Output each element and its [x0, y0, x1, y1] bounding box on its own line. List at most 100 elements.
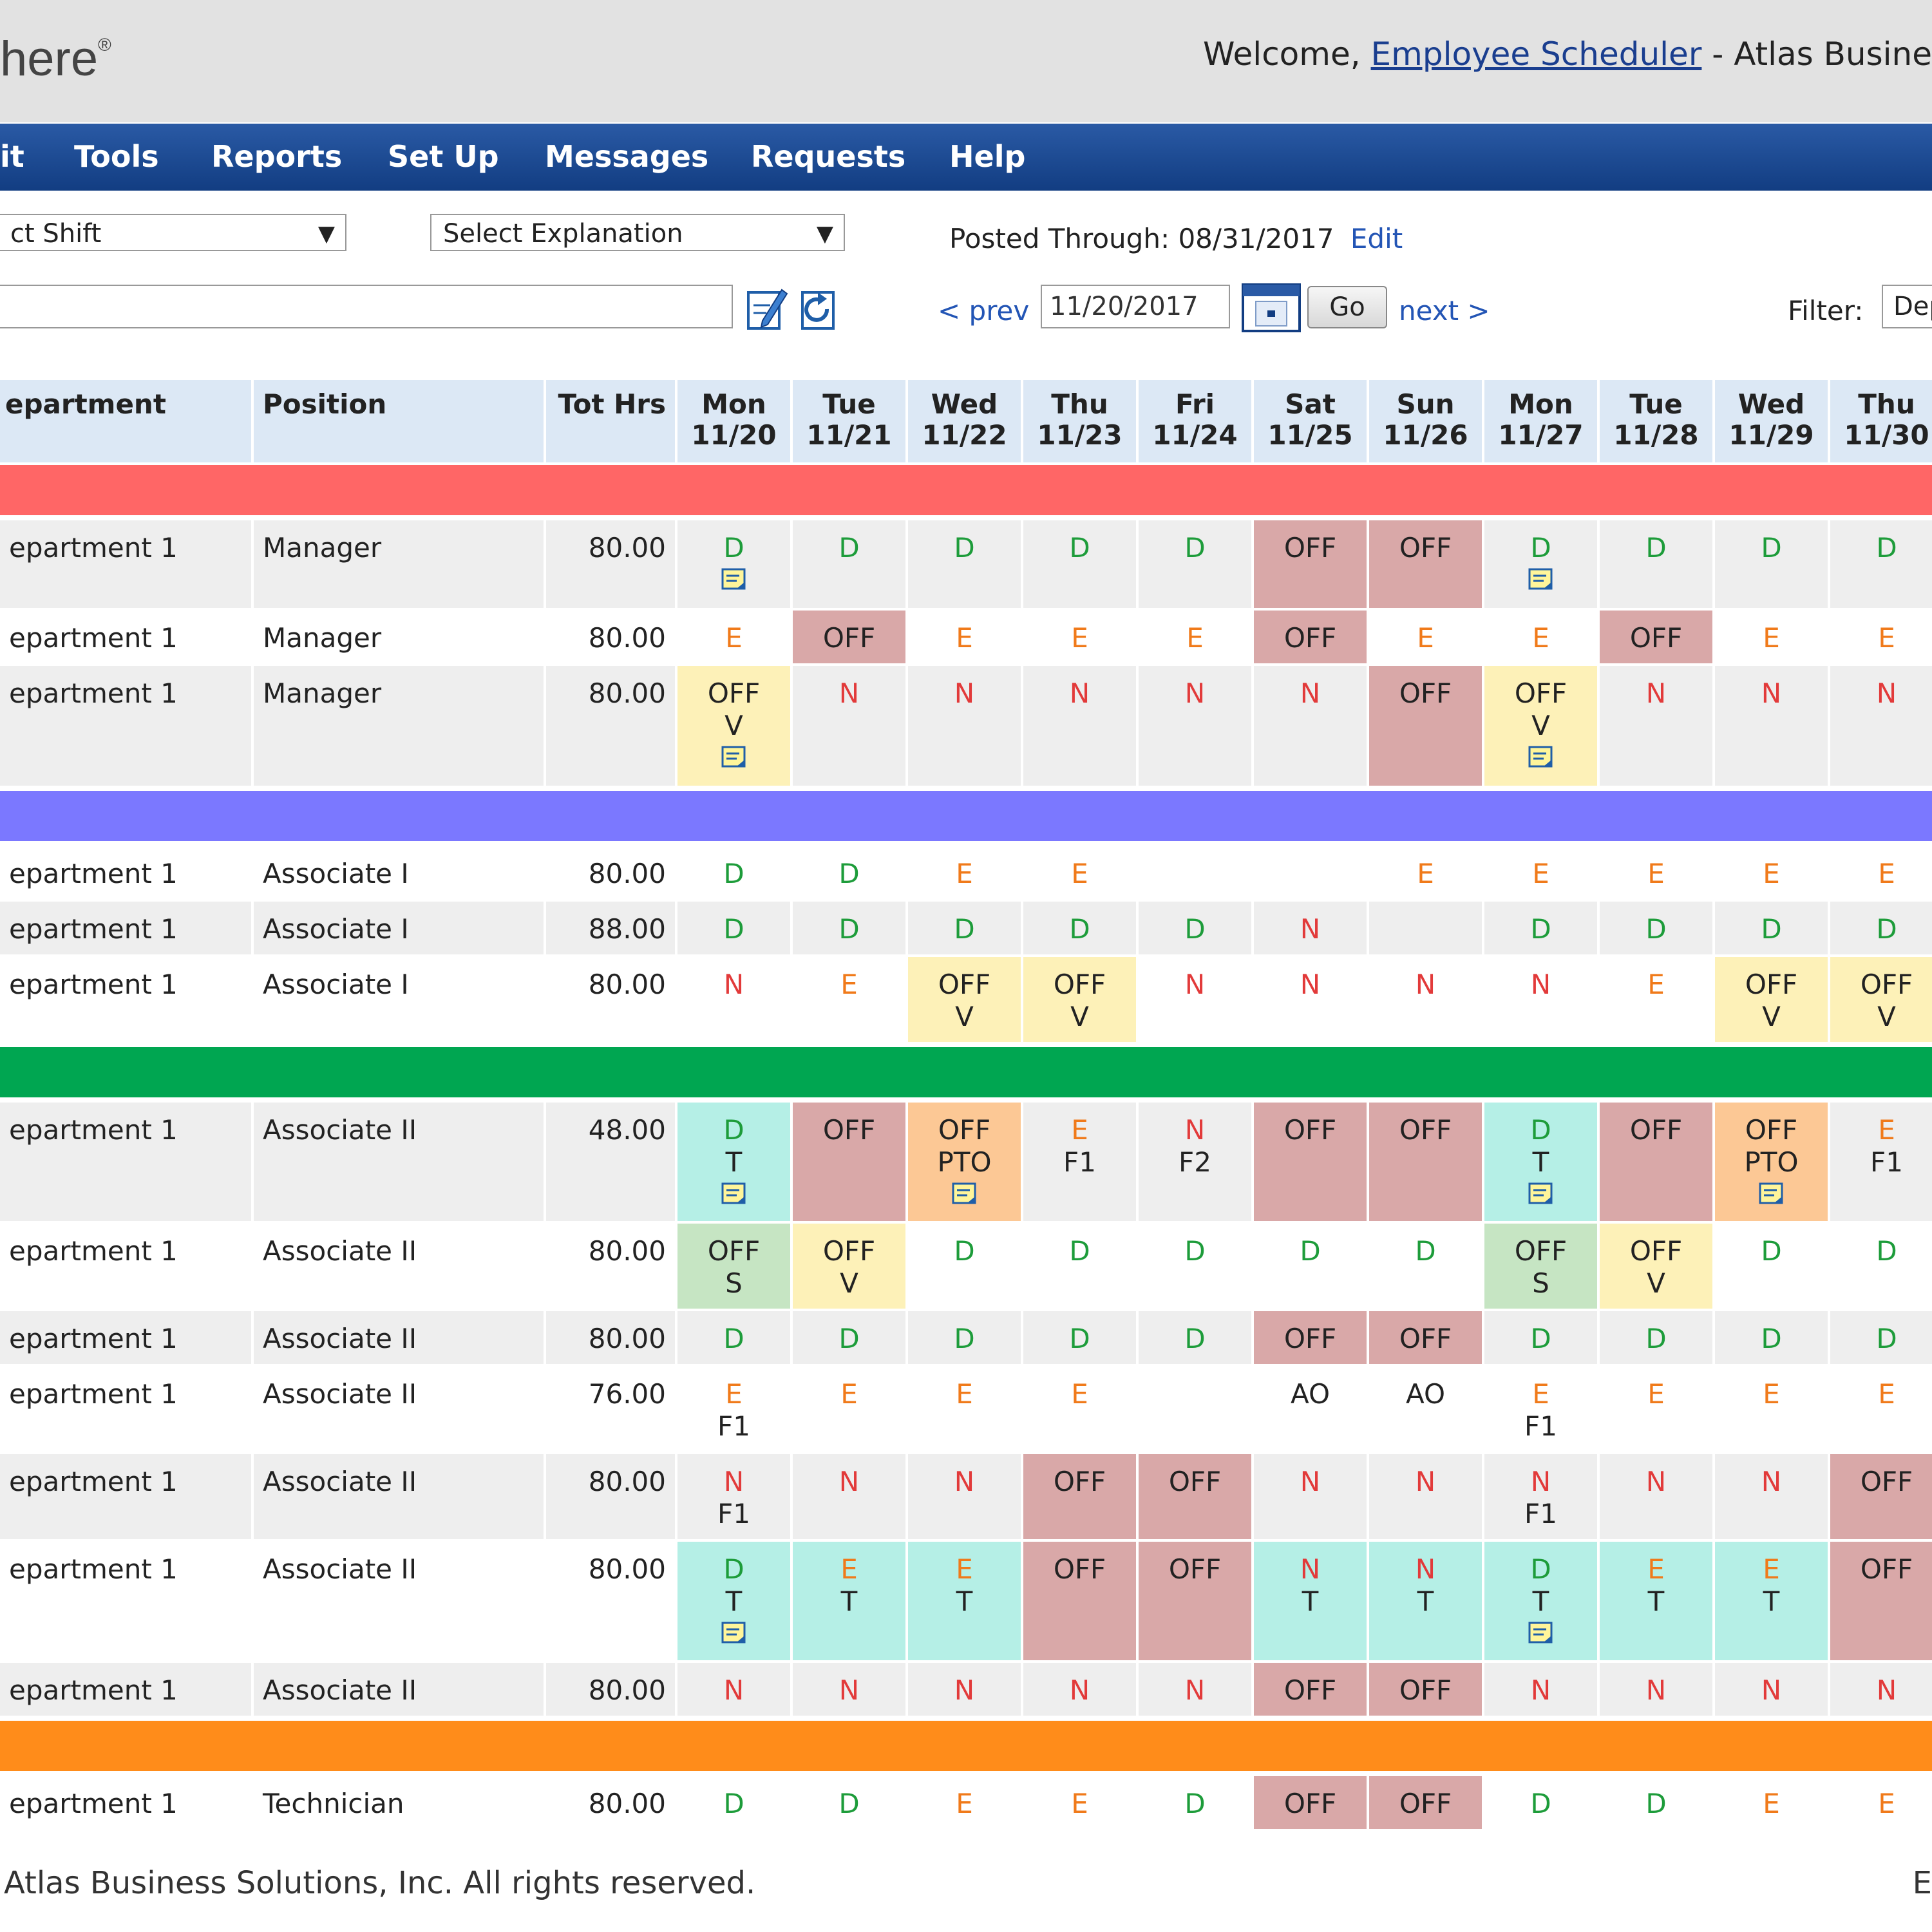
shift-cell[interactable]: D: [1139, 902, 1254, 957]
shift-cell[interactable]: N F2: [1139, 1103, 1254, 1224]
shift-select[interactable]: ct Shift ▼: [0, 214, 346, 251]
shift-cell[interactable]: D: [908, 1311, 1023, 1367]
shift-cell[interactable]: N: [1139, 957, 1254, 1045]
refresh-icon[interactable]: [799, 283, 844, 332]
shift-cell[interactable]: OFF: [1139, 1454, 1254, 1542]
department-cell[interactable]: epartment 1: [0, 1103, 254, 1224]
shift-cell[interactable]: N: [1600, 1454, 1715, 1542]
shift-cell[interactable]: E: [1484, 846, 1600, 902]
col-header-day[interactable]: Fri 11/24: [1139, 380, 1254, 462]
shift-cell[interactable]: D: [1484, 520, 1600, 611]
shift-cell[interactable]: E: [1023, 1367, 1139, 1454]
shift-cell[interactable]: OFF S: [677, 1224, 793, 1311]
shift-cell[interactable]: D: [1139, 1776, 1254, 1832]
total-hours-cell[interactable]: 76.00: [546, 1367, 677, 1454]
department-cell[interactable]: epartment 1: [0, 611, 254, 666]
shift-cell[interactable]: N: [1484, 1663, 1600, 1718]
shift-cell[interactable]: D: [1600, 902, 1715, 957]
position-cell[interactable]: Manager: [254, 520, 546, 611]
shift-cell[interactable]: OFF: [1369, 666, 1484, 788]
shift-cell[interactable]: N: [1715, 1663, 1830, 1718]
shift-cell[interactable]: N: [1369, 1454, 1484, 1542]
shift-cell[interactable]: D: [1023, 1224, 1139, 1311]
shift-cell[interactable]: OFF: [1254, 1663, 1369, 1718]
shift-cell[interactable]: E: [1715, 846, 1830, 902]
shift-cell[interactable]: D: [1830, 902, 1932, 957]
shift-cell[interactable]: E: [1830, 1776, 1932, 1832]
shift-cell[interactable]: D: [793, 902, 908, 957]
col-header-day[interactable]: Mon 11/27: [1484, 380, 1600, 462]
shift-cell[interactable]: [1139, 1367, 1254, 1454]
position-cell[interactable]: Associate II: [254, 1103, 546, 1224]
shift-cell[interactable]: D: [1369, 1224, 1484, 1311]
prev-link[interactable]: < prev: [938, 295, 1030, 327]
shift-cell[interactable]: N: [1484, 957, 1600, 1045]
department-cell[interactable]: epartment 1: [0, 1224, 254, 1311]
shift-cell[interactable]: D: [793, 846, 908, 902]
shift-cell[interactable]: OFF: [793, 1103, 908, 1224]
shift-cell[interactable]: D: [1484, 1311, 1600, 1367]
col-header-department[interactable]: epartment: [0, 380, 254, 462]
shift-cell[interactable]: E: [908, 611, 1023, 666]
shift-cell[interactable]: D: [793, 1311, 908, 1367]
shift-cell[interactable]: D: [1023, 1311, 1139, 1367]
shift-cell[interactable]: OFF V: [1830, 957, 1932, 1045]
total-hours-cell[interactable]: 88.00: [546, 902, 677, 957]
shift-cell[interactable]: OFF: [1830, 1542, 1932, 1663]
shift-cell[interactable]: AO: [1369, 1367, 1484, 1454]
shift-cell[interactable]: D: [1600, 520, 1715, 611]
col-header-day[interactable]: Thu 11/23: [1023, 380, 1139, 462]
shift-cell[interactable]: D: [908, 902, 1023, 957]
total-hours-cell[interactable]: 80.00: [546, 1454, 677, 1542]
department-cell[interactable]: epartment 1: [0, 666, 254, 788]
shift-cell[interactable]: N: [1254, 1454, 1369, 1542]
shift-cell[interactable]: OFF: [1254, 1103, 1369, 1224]
schedule-note-icon[interactable]: [951, 1181, 979, 1207]
shift-cell[interactable]: OFF: [793, 611, 908, 666]
department-cell[interactable]: epartment 1: [0, 846, 254, 902]
shift-cell[interactable]: E: [1600, 846, 1715, 902]
total-hours-cell[interactable]: 80.00: [546, 666, 677, 788]
shift-cell[interactable]: N: [1830, 1663, 1932, 1718]
shift-cell[interactable]: N F1: [677, 1454, 793, 1542]
shift-cell[interactable]: E: [908, 1367, 1023, 1454]
shift-cell[interactable]: E: [793, 957, 908, 1045]
shift-cell[interactable]: E: [1023, 611, 1139, 666]
shift-cell[interactable]: N: [1139, 666, 1254, 788]
shift-cell[interactable]: AO: [1254, 1367, 1369, 1454]
shift-cell[interactable]: N: [793, 1454, 908, 1542]
total-hours-cell[interactable]: 80.00: [546, 1776, 677, 1832]
shift-cell[interactable]: N: [1254, 957, 1369, 1045]
shift-cell[interactable]: N: [1715, 666, 1830, 788]
shift-cell[interactable]: D: [908, 520, 1023, 611]
shift-cell[interactable]: N: [1600, 1663, 1715, 1718]
shift-cell[interactable]: E: [1369, 846, 1484, 902]
total-hours-cell[interactable]: 80.00: [546, 1542, 677, 1663]
shift-cell[interactable]: OFF V: [1484, 666, 1600, 788]
shift-cell[interactable]: N: [1715, 1454, 1830, 1542]
shift-cell[interactable]: D: [677, 902, 793, 957]
position-cell[interactable]: Associate II: [254, 1367, 546, 1454]
go-button[interactable]: Go: [1307, 286, 1387, 328]
shift-cell[interactable]: E: [1715, 611, 1830, 666]
shift-cell[interactable]: E: [1023, 1776, 1139, 1832]
shift-cell[interactable]: D: [1715, 902, 1830, 957]
total-hours-cell[interactable]: 48.00: [546, 1103, 677, 1224]
col-header-day[interactable]: Tue 11/28: [1600, 380, 1715, 462]
department-cell[interactable]: epartment 1: [0, 1542, 254, 1663]
department-cell[interactable]: epartment 1: [0, 1367, 254, 1454]
col-header-day[interactable]: Tue 11/21: [793, 380, 908, 462]
shift-cell[interactable]: N: [793, 666, 908, 788]
nav-edit[interactable]: it: [0, 139, 24, 174]
shift-cell[interactable]: N: [908, 666, 1023, 788]
shift-cell[interactable]: D: [908, 1224, 1023, 1311]
col-header-position[interactable]: Position: [254, 380, 546, 462]
shift-cell[interactable]: N: [1254, 902, 1369, 957]
shift-cell[interactable]: D: [677, 520, 793, 611]
shift-cell[interactable]: OFF: [1139, 1542, 1254, 1663]
shift-cell[interactable]: E: [677, 611, 793, 666]
